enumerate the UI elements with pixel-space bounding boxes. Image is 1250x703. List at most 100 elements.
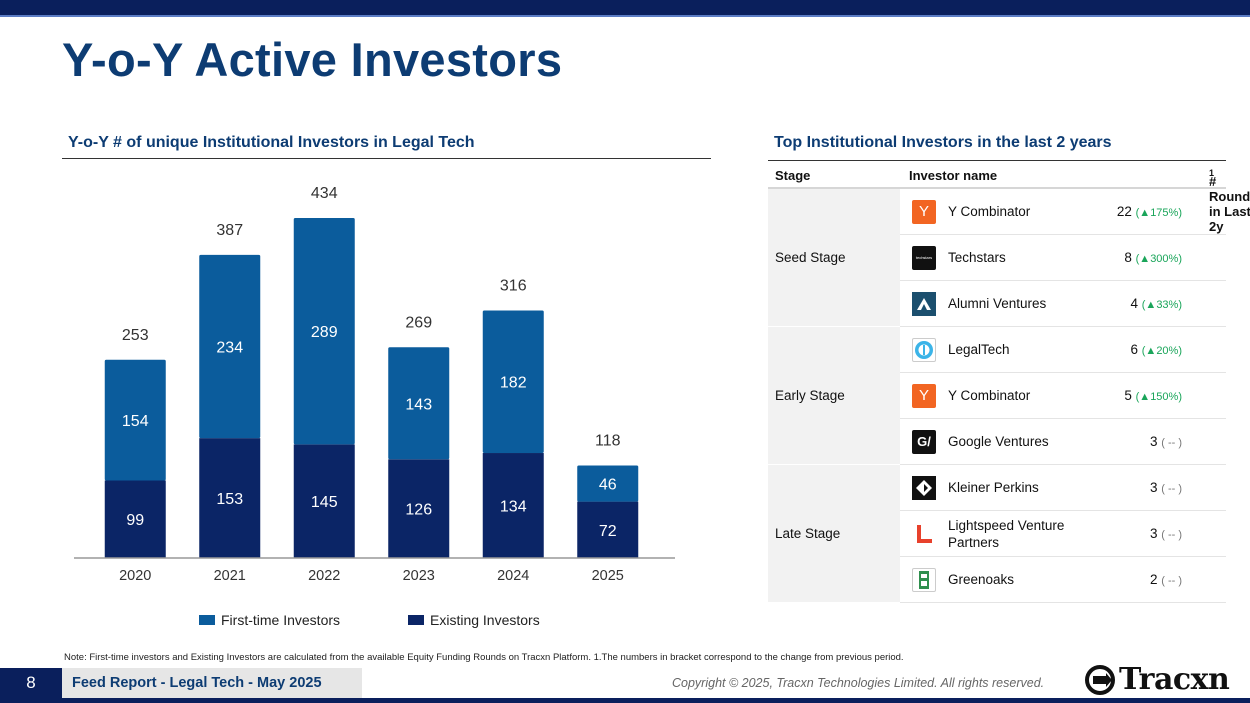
brand-name: Tracxn <box>1119 662 1230 697</box>
label-existing-2020: 99 <box>126 512 144 529</box>
x-tick-2024: 2024 <box>497 568 529 584</box>
stage-rows: LegalTech 6 (▲20%) Y Y Combinator 5 (▲150%) G… <box>900 327 1226 465</box>
rounds-change: ( -- ) <box>1161 483 1182 495</box>
rounds-count: 8 <box>1124 250 1132 265</box>
tracxn-brand: Tracxn <box>1084 662 1230 697</box>
legend-first-time-label: First-time Investors <box>221 612 341 628</box>
label-existing-2021: 153 <box>216 491 243 508</box>
y-combinator-logo-icon: Y <box>912 383 936 408</box>
label-existing-2025: 72 <box>599 523 617 540</box>
label-total-2021: 387 <box>216 222 243 239</box>
page-number: 8 <box>0 668 62 698</box>
google-ventures-logo-icon: G/ <box>912 429 936 454</box>
bar-first-time-2025 <box>577 465 639 502</box>
y-combinator-logo-icon: Y <box>912 199 936 224</box>
rounds-change: (▲300%) <box>1135 253 1182 265</box>
lightspeed-logo-icon <box>912 521 936 546</box>
report-label: Feed Report - Legal Tech - May 2025 <box>62 668 362 698</box>
alumni-ventures-logo-icon <box>912 291 936 316</box>
rounds-cell: 8 (▲300%) <box>1124 250 1182 265</box>
bar-first-time-2023 <box>388 347 450 460</box>
rounds-count: 3 <box>1149 480 1158 495</box>
label-total-2025: 118 <box>595 433 621 450</box>
rounds-count: 2 <box>1149 572 1158 587</box>
x-tick-2025: 2025 <box>592 568 624 584</box>
stage-rows: Y Y Combinator 22 (▲175%) techstars Techstar… <box>900 189 1226 327</box>
label-first-time-2022: 289 <box>311 324 338 341</box>
investor-name: Greenoaks <box>948 572 1015 587</box>
techstars-logo-icon: techstars <box>912 245 936 270</box>
kleiner-perkins-logo-icon <box>912 475 936 500</box>
rounds-change: ( -- ) <box>1161 529 1182 541</box>
stage-group: Seed Stage Y Y Combinator 22 (▲175%) techsta… <box>768 189 1226 327</box>
header-rounds-text: # Rounds in Last 2y <box>1208 174 1250 234</box>
investor-name: Alumni Ventures <box>948 296 1047 311</box>
top-bar <box>0 0 1250 15</box>
table-row: Lightspeed Venture Partners 3 ( -- ) <box>900 511 1226 557</box>
label-first-time-2021: 234 <box>216 339 243 356</box>
rounds-cell: 2 ( -- ) <box>1150 572 1182 587</box>
stage-label: Early Stage <box>768 327 900 465</box>
rounds-cell: 5 (▲150%) <box>1124 388 1182 403</box>
bar-first-time-2022 <box>293 218 355 445</box>
investor-name: Google Ventures <box>948 434 1049 449</box>
investor-name: Kleiner Perkins <box>948 480 1039 495</box>
header-investor: Investor name <box>909 168 998 183</box>
table-row: Alumni Ventures 4 (▲33%) <box>900 281 1226 327</box>
header-rounds-footnote: 1 <box>1208 168 1214 178</box>
rounds-count: 3 <box>1149 526 1158 541</box>
investor-name: Techstars <box>948 250 1006 265</box>
stage-label: Late Stage <box>768 465 900 603</box>
table-row: Kleiner Perkins 3 ( -- ) <box>900 465 1226 511</box>
header-stage: Stage <box>775 168 811 183</box>
bar-existing-2025 <box>577 501 639 558</box>
rounds-change: (▲33%) <box>1141 299 1182 311</box>
rounds-change: (▲20%) <box>1141 345 1182 357</box>
table-row: Greenoaks 2 ( -- ) <box>900 557 1226 603</box>
page-title: Y-o-Y Active Investors <box>62 33 563 86</box>
label-first-time-2023: 143 <box>405 396 432 413</box>
label-existing-2022: 145 <box>311 494 338 511</box>
label-total-2022: 434 <box>311 185 338 202</box>
rounds-change: (▲175%) <box>1135 207 1182 219</box>
rounds-count: 3 <box>1149 434 1158 449</box>
rounds-count: 6 <box>1130 342 1138 357</box>
label-total-2020: 253 <box>122 327 149 344</box>
table-body: Seed Stage Y Y Combinator 22 (▲175%) techsta… <box>768 189 1226 603</box>
label-first-time-2025: 46 <box>599 477 617 494</box>
table-section-title: Top Institutional Investors in the last … <box>774 134 1112 151</box>
table-row: techstars Techstars 8 (▲300%) <box>900 235 1226 281</box>
label-first-time-2024: 182 <box>500 375 527 392</box>
table-row: G/Google Ventures 3 ( -- ) <box>900 419 1226 465</box>
top-bar-accent <box>0 15 1250 17</box>
bar-first-time-2020 <box>104 359 166 481</box>
footnote: Note: First-time investors and Existing … <box>64 652 904 663</box>
x-tick-2022: 2022 <box>308 568 340 584</box>
table-row: Y Y Combinator 22 (▲175%) <box>900 189 1226 235</box>
rounds-cell: 3 ( -- ) <box>1150 480 1182 495</box>
stage-group: Early Stage LegalTech 6 (▲20%) Y Y Combinato… <box>768 327 1226 465</box>
copyright: Copyright © 2025, Tracxn Technologies Li… <box>672 676 1045 690</box>
header-rounds: # Rounds in Last 2y1 <box>1208 168 1250 234</box>
tracxn-logo-icon <box>1085 664 1115 695</box>
chart-section-rule <box>62 158 711 159</box>
stage-label: Seed Stage <box>768 189 900 327</box>
bar-existing-2021 <box>199 438 261 558</box>
rounds-cell: 4 (▲33%) <box>1130 296 1182 311</box>
rounds-count: 4 <box>1130 296 1138 311</box>
bottom-strip <box>0 698 1250 703</box>
rounds-change: ( -- ) <box>1161 437 1182 449</box>
legend-first-time: First-time Investors <box>199 612 340 628</box>
legend-existing: Existing Investors <box>408 612 540 628</box>
rounds-count: 5 <box>1124 388 1132 403</box>
chart-section-title: Y-o-Y # of unique Institutional Investor… <box>68 134 475 151</box>
label-total-2024: 316 <box>500 277 527 294</box>
stacked-bar-chart: 99 154 253 2020 153 234 387 2021 145 289 434 2022 12… <box>74 185 675 584</box>
table-section-rule <box>768 160 1226 161</box>
rounds-cell: 3 ( -- ) <box>1150 434 1182 449</box>
table-header: Stage Investor name # Rounds in Last 2y1 <box>768 162 1250 234</box>
bar-existing-2024 <box>482 453 544 558</box>
legend-existing-swatch <box>408 615 424 625</box>
bar-existing-2020 <box>104 480 166 558</box>
bar-existing-2023 <box>388 459 450 558</box>
